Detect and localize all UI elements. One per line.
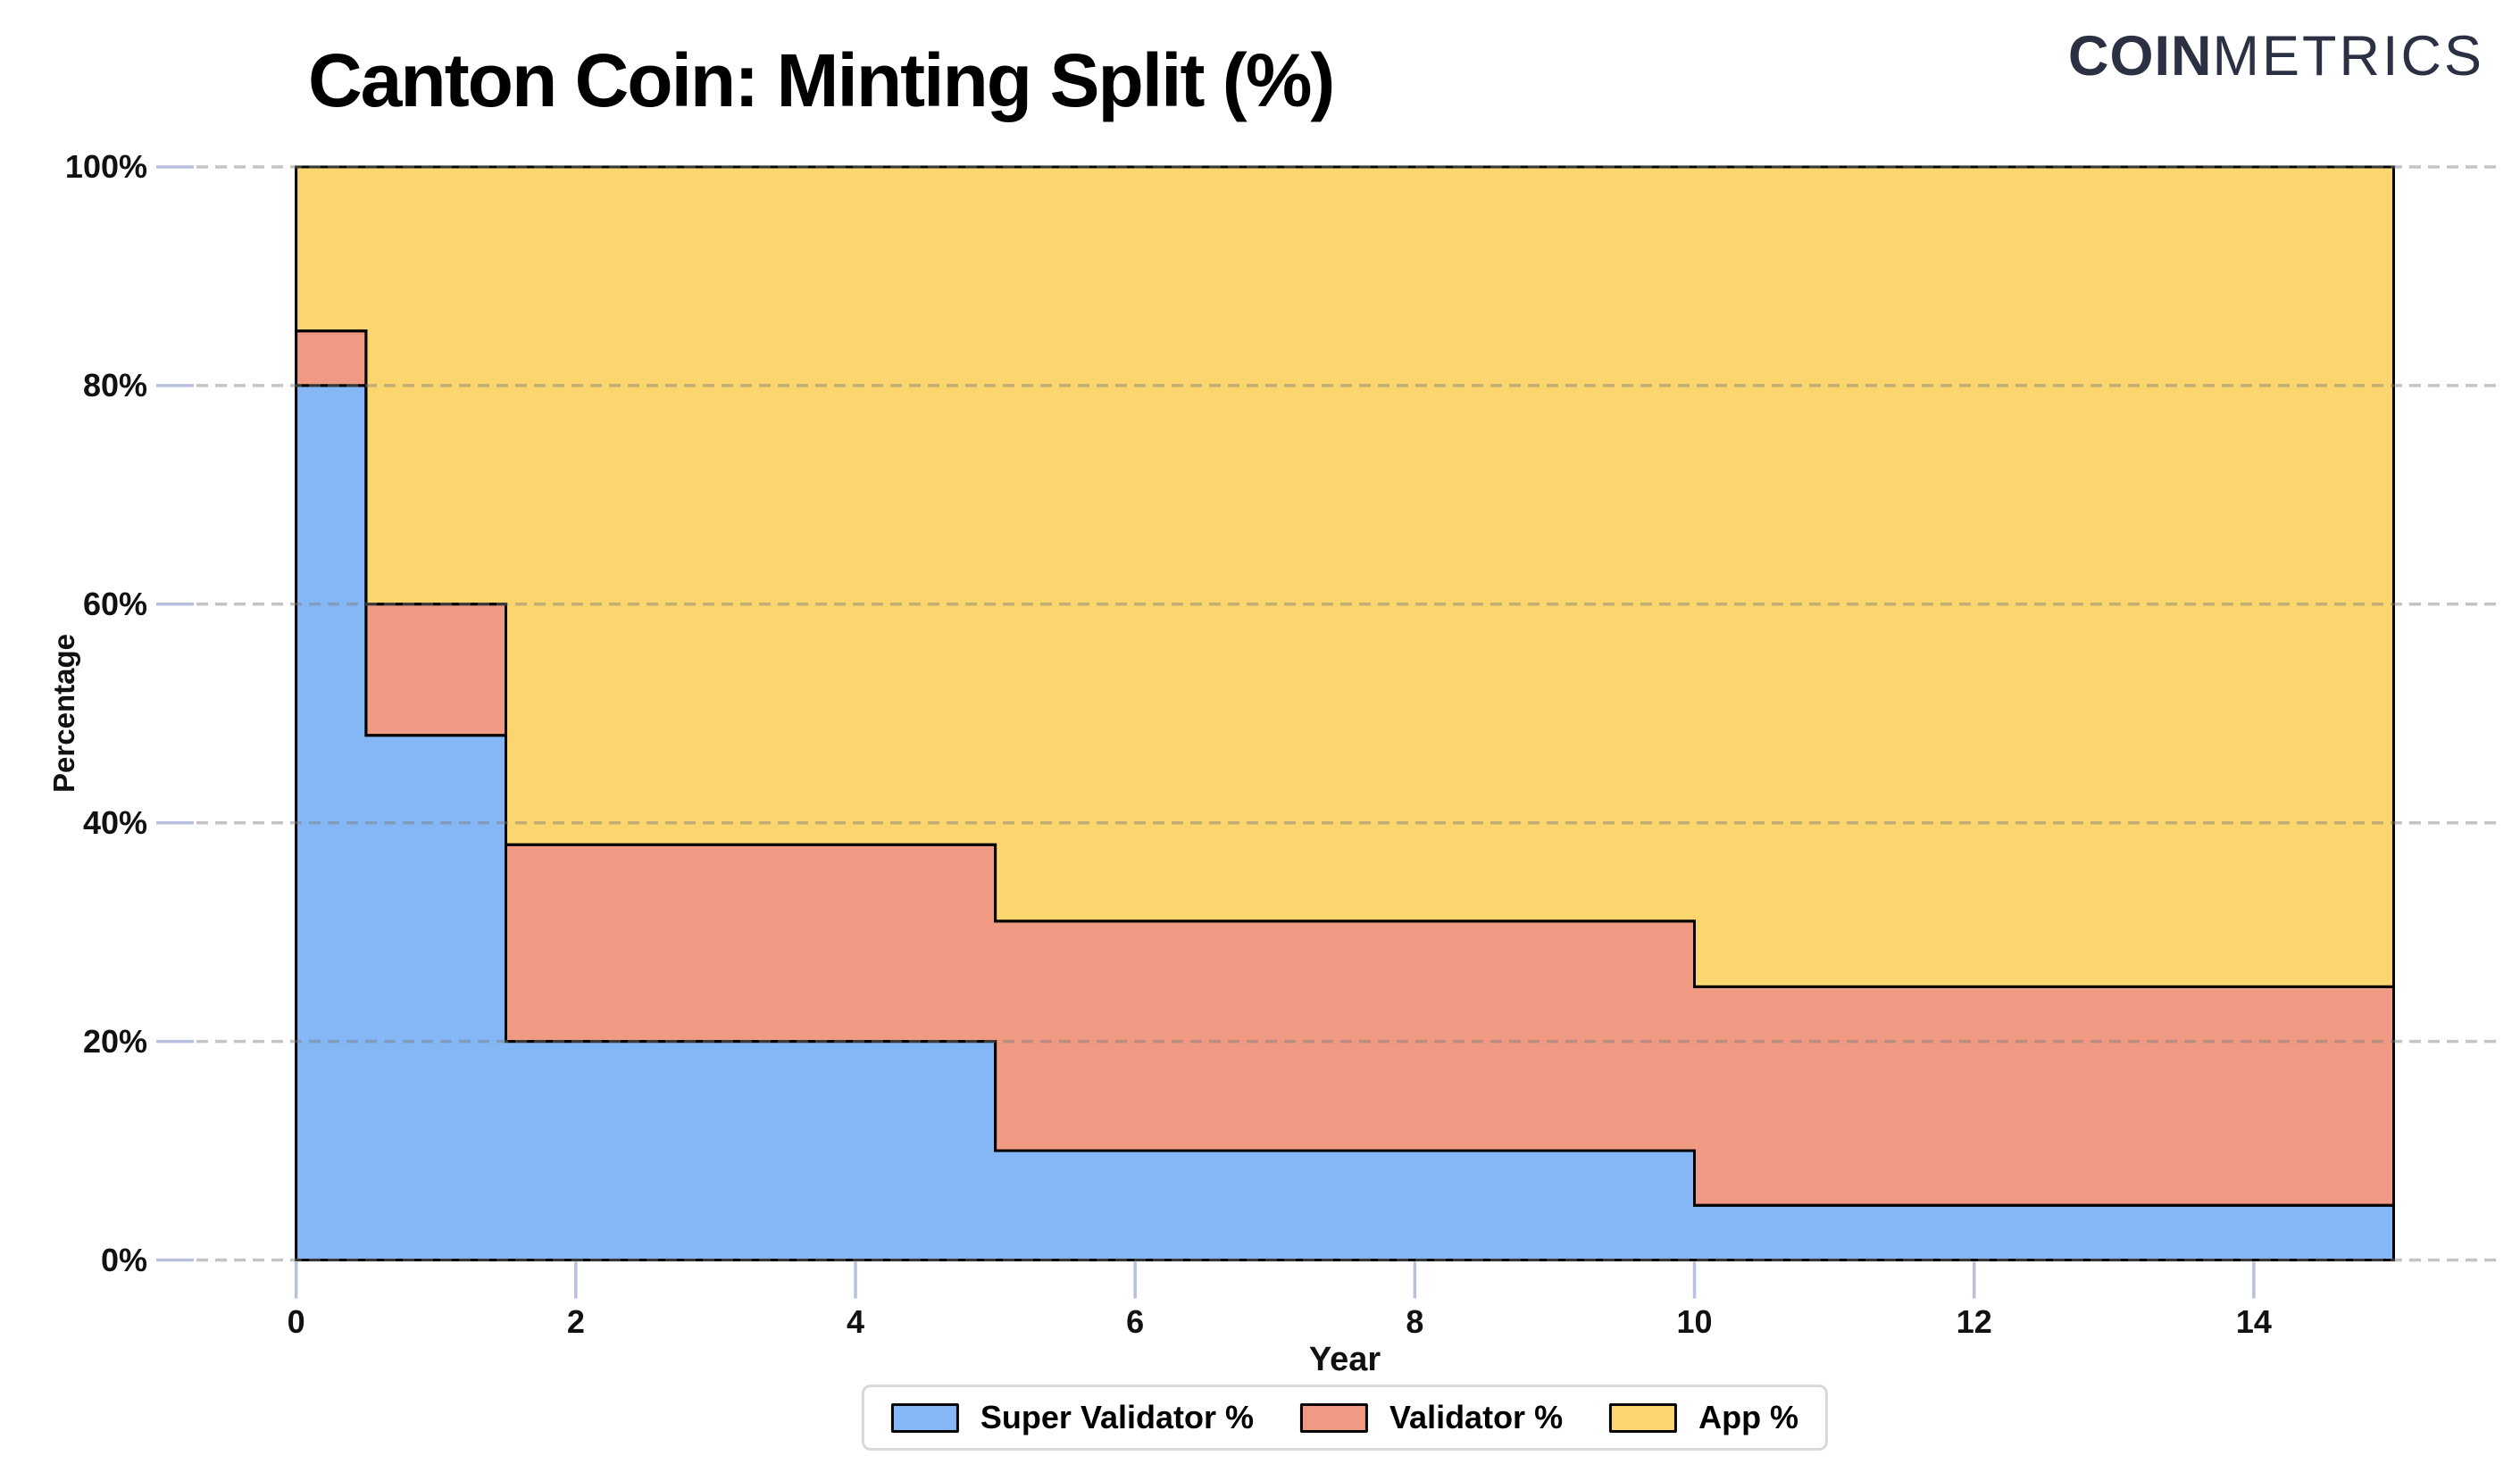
y-tick-label: 100% xyxy=(64,148,147,185)
x-tick-label: 6 xyxy=(1126,1303,1145,1340)
x-axis-title: Year xyxy=(1308,1341,1381,1378)
coinmetrics-logo: COINMETRICS xyxy=(2068,29,2484,85)
y-tick-label: 20% xyxy=(82,1022,147,1060)
legend-item-super-validator[interactable]: Super Validator % xyxy=(890,1399,1255,1436)
x-tick-label: 0 xyxy=(287,1303,305,1340)
x-tick-label: 8 xyxy=(1406,1303,1424,1340)
legend-label: Super Validator % xyxy=(980,1399,1255,1435)
y-tick-label: 40% xyxy=(82,803,147,841)
area-outline xyxy=(295,165,2395,988)
y-tick-label: 0% xyxy=(100,1241,147,1278)
legend-item-validator[interactable]: Validator % xyxy=(1300,1399,1563,1436)
x-tick-label: 4 xyxy=(846,1303,865,1340)
legend-label: App % xyxy=(1698,1399,1799,1435)
y-tick-label: 60% xyxy=(82,585,147,622)
y-tick-label: 80% xyxy=(82,366,147,403)
x-tick-label: 2 xyxy=(566,1303,585,1340)
chart-title: Canton Coin: Minting Split (%) xyxy=(308,38,1335,122)
y-axis-title: Percentage xyxy=(47,634,80,793)
legend-label: Validator % xyxy=(1389,1399,1564,1435)
logo-metrics-text: METRICS xyxy=(2212,25,2484,87)
legend-swatch-validator-icon xyxy=(1300,1402,1369,1433)
legend-swatch-app-icon xyxy=(1609,1402,1678,1433)
logo-coin-text: COIN xyxy=(2068,25,2213,87)
legend-swatch-super-validator-icon xyxy=(890,1402,959,1433)
area-app[interactable] xyxy=(296,167,2394,987)
x-tick-label: 14 xyxy=(2235,1303,2272,1340)
legend-item-app[interactable]: App % xyxy=(1609,1399,1798,1436)
legend: Super Validator % Validator % App % xyxy=(861,1385,1829,1451)
x-tick-label: 10 xyxy=(1676,1303,1713,1340)
x-tick-label: 12 xyxy=(1956,1303,1992,1340)
